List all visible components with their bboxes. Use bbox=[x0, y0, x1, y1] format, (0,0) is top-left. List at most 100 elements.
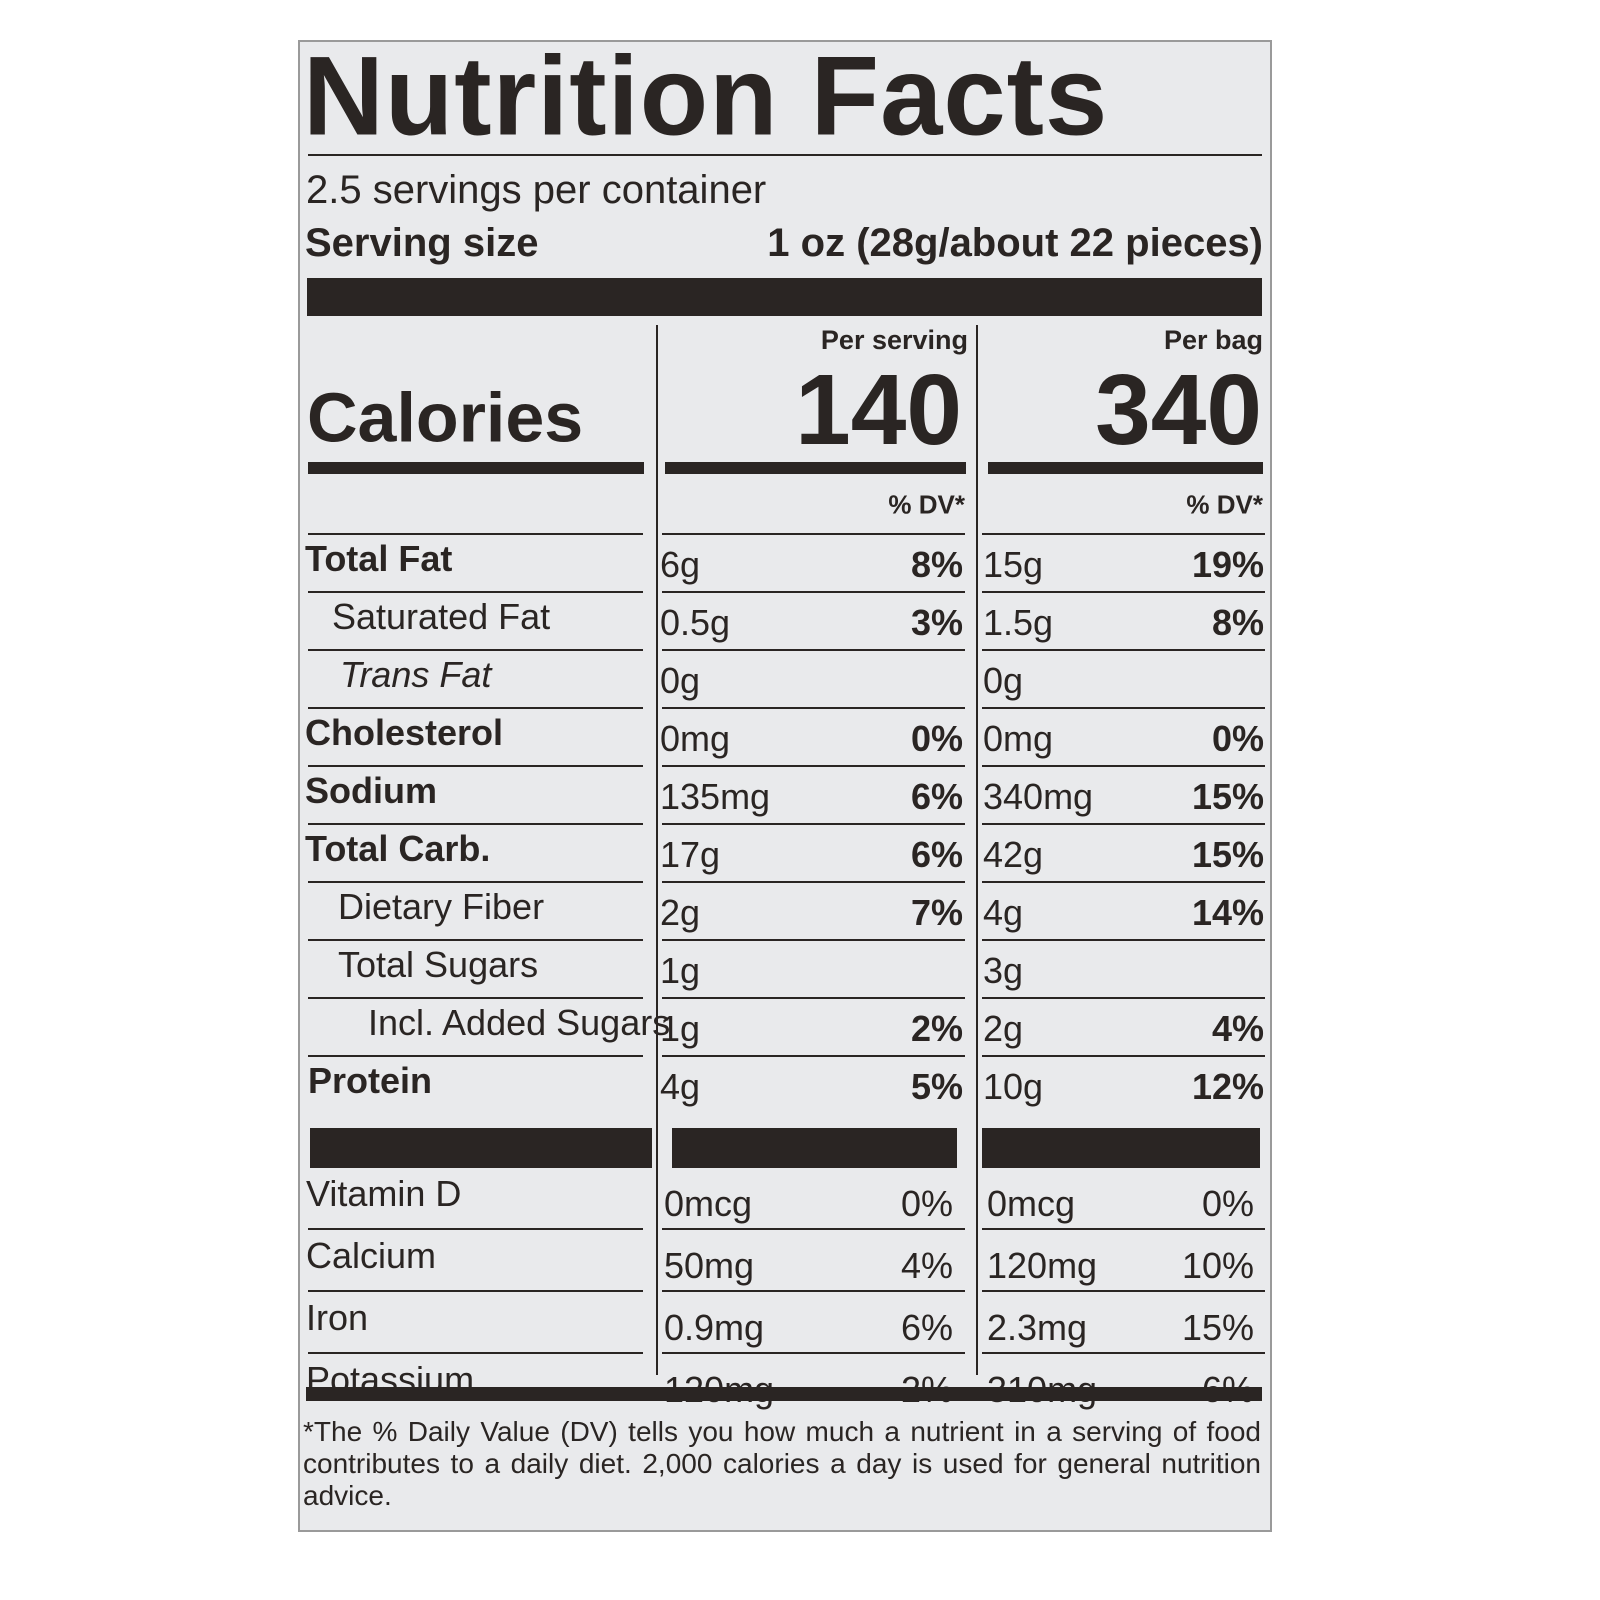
row-rule bbox=[308, 765, 643, 767]
amount: 1.5g bbox=[983, 602, 1054, 644]
title: Nutrition Facts bbox=[303, 33, 1109, 159]
row-rule bbox=[662, 1290, 965, 1292]
daily-value: 4% bbox=[900, 1245, 953, 1287]
thick-bar bbox=[307, 278, 1262, 316]
nutrient-name: Saturated Fat bbox=[332, 596, 551, 638]
row-rule bbox=[662, 1352, 965, 1354]
daily-value: 3% bbox=[910, 602, 963, 644]
amount: 0.9mg bbox=[664, 1307, 765, 1349]
daily-value: 0% bbox=[1211, 718, 1264, 760]
row-rule bbox=[662, 997, 965, 999]
row-rule bbox=[308, 649, 643, 651]
daily-value: 15% bbox=[1191, 776, 1264, 818]
calories-value: 140 bbox=[795, 354, 962, 466]
daily-value: 15% bbox=[1181, 1307, 1254, 1349]
column-divider bbox=[656, 325, 658, 1375]
amount: 50mg bbox=[664, 1245, 755, 1287]
vitamin-name: Vitamin D bbox=[306, 1173, 462, 1215]
amount: 4g bbox=[660, 1066, 701, 1108]
nutrient-name: Total Fat bbox=[305, 538, 453, 580]
row-rule bbox=[982, 997, 1265, 999]
row-rule bbox=[308, 591, 643, 593]
row-rule bbox=[982, 533, 1265, 535]
row-rule bbox=[308, 939, 643, 941]
servings-per-container: 2.5 servings per container bbox=[306, 168, 767, 212]
row-rule bbox=[982, 881, 1265, 883]
amount: 340mg bbox=[983, 776, 1094, 818]
nutrient-name: Trans Fat bbox=[340, 654, 492, 696]
amount: 42g bbox=[983, 834, 1044, 876]
row-rule bbox=[662, 765, 965, 767]
daily-value: 14% bbox=[1191, 892, 1264, 934]
amount: 2g bbox=[983, 1008, 1024, 1050]
nutrient-name: Protein bbox=[308, 1060, 433, 1102]
row-rule bbox=[662, 823, 965, 825]
row-rule bbox=[982, 765, 1265, 767]
row-rule bbox=[982, 649, 1265, 651]
footnote: *The % Daily Value (DV) tells you how mu… bbox=[303, 1416, 1261, 1511]
vitamin-name: Iron bbox=[306, 1297, 369, 1339]
daily-value: 0% bbox=[1201, 1183, 1254, 1225]
daily-value: 12% bbox=[1191, 1066, 1264, 1108]
amount: 6g bbox=[660, 544, 701, 586]
thick-bar bbox=[306, 1387, 1262, 1401]
row-rule bbox=[308, 1055, 643, 1057]
row-rule bbox=[662, 649, 965, 651]
row-rule bbox=[982, 1352, 1265, 1354]
daily-value: 19% bbox=[1191, 544, 1264, 586]
row-rule bbox=[662, 939, 965, 941]
amount: 1g bbox=[660, 950, 701, 992]
amount: 0mcg bbox=[664, 1183, 753, 1225]
daily-value: 0% bbox=[910, 718, 963, 760]
amount: 4g bbox=[983, 892, 1024, 934]
thick-bar bbox=[982, 1128, 1260, 1168]
amount: 0mg bbox=[983, 718, 1054, 760]
calories-label: Calories bbox=[307, 378, 584, 457]
daily-value: 8% bbox=[1211, 602, 1264, 644]
amount: 0g bbox=[660, 660, 701, 702]
daily-value: 2% bbox=[910, 1008, 963, 1050]
daily-value: 6% bbox=[910, 776, 963, 818]
amount: 120mg bbox=[987, 1245, 1098, 1287]
row-rule bbox=[308, 1290, 643, 1292]
amount: 0g bbox=[983, 660, 1024, 702]
calories-bar bbox=[988, 462, 1263, 474]
row-rule bbox=[982, 823, 1265, 825]
nutrient-name: Total Sugars bbox=[338, 944, 539, 986]
title-rule bbox=[308, 154, 1262, 156]
row-rule bbox=[982, 1290, 1265, 1292]
serving-size-value: 1 oz (28g/about 22 pieces) bbox=[767, 221, 1263, 265]
amount: 0mcg bbox=[987, 1183, 1076, 1225]
row-rule bbox=[308, 707, 643, 709]
row-rule bbox=[982, 939, 1265, 941]
amount: 2.3mg bbox=[987, 1307, 1088, 1349]
amount: 17g bbox=[660, 834, 721, 876]
amount: 135mg bbox=[660, 776, 771, 818]
calories-bar bbox=[308, 462, 644, 474]
daily-value: 6% bbox=[910, 834, 963, 876]
row-rule bbox=[982, 1228, 1265, 1230]
serving-size-label: Serving size bbox=[305, 221, 539, 265]
nutrient-name: Total Carb. bbox=[305, 828, 491, 870]
amount: 1g bbox=[660, 1008, 701, 1050]
row-rule bbox=[662, 1055, 965, 1057]
vitamin-name: Calcium bbox=[306, 1235, 437, 1277]
column-header: Per bag bbox=[1163, 325, 1263, 356]
thick-bar bbox=[672, 1128, 957, 1168]
row-rule bbox=[662, 707, 965, 709]
daily-value: 0% bbox=[900, 1183, 953, 1225]
dv-header: % DV* bbox=[1186, 489, 1263, 520]
row-rule bbox=[308, 997, 643, 999]
row-rule bbox=[308, 881, 643, 883]
nutrient-name: Cholesterol bbox=[305, 712, 504, 754]
amount: 15g bbox=[983, 544, 1044, 586]
row-rule bbox=[982, 591, 1265, 593]
column-header: Per serving bbox=[820, 325, 968, 356]
thick-bar bbox=[310, 1128, 652, 1168]
daily-value: 15% bbox=[1191, 834, 1264, 876]
nutrient-name: Dietary Fiber bbox=[338, 886, 545, 928]
calories-bar bbox=[665, 462, 966, 474]
row-rule bbox=[308, 823, 643, 825]
daily-value: 6% bbox=[900, 1307, 953, 1349]
